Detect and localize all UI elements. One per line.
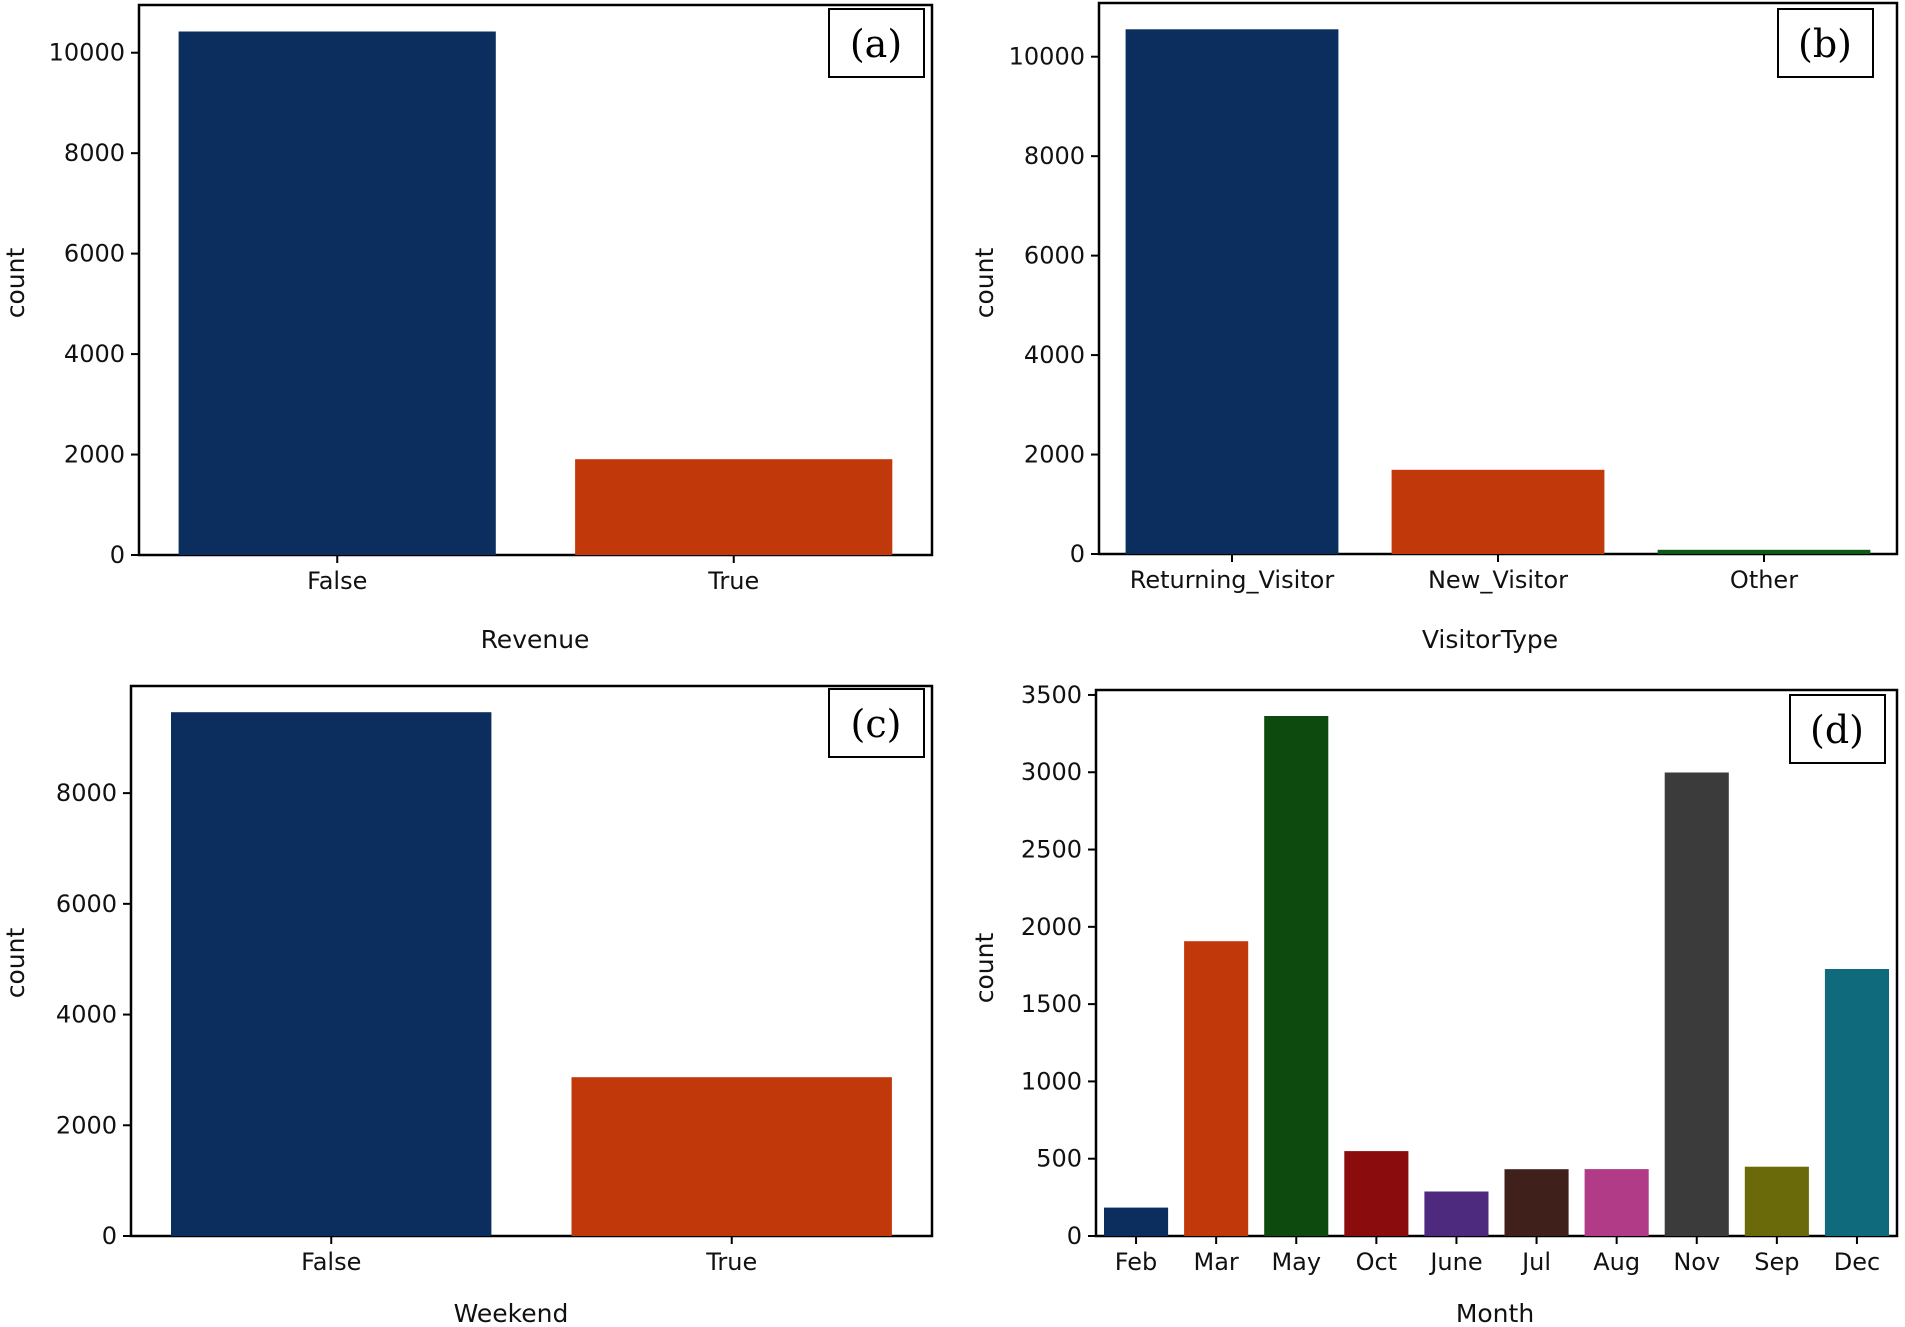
chart-panel-a: 0 2000 4000 6000 8000 10000 False True Revenue… [1,3,934,654]
chart-panel-c: 0 2000 4000 6000 8000 False True Weekend coun… [1,684,934,1327]
y-axis-ticks: 0 500 1000 1500 2000 2500 3000 3500 [1021,681,1096,1250]
y-axis-label: count [970,248,999,319]
y-tick-label: 1000 [1021,1067,1082,1095]
y-tick-label: 8000 [64,139,125,167]
x-tick-label: False [301,1248,361,1276]
x-tick-label: Feb [1115,1248,1158,1276]
y-axis-label: count [1,248,30,319]
y-tick-label: 0 [1067,1222,1082,1250]
x-tick-label: Nov [1673,1248,1720,1276]
y-axis-label: count [970,933,999,1004]
panel-label-box [1777,8,1874,78]
chart-panel-d: 0 500 1000 1500 2000 2500 3000 3500 Feb Mar May Oc… [970,681,1899,1327]
x-tick-label: New_Visitor [1428,566,1568,594]
x-tick-label: Other [1730,566,1798,594]
y-tick-label: 10000 [49,39,125,67]
y-tick-label: 4000 [56,1001,117,1029]
x-tick-label: True [705,1248,757,1276]
x-tick-label: Dec [1834,1248,1880,1276]
y-tick-label: 3000 [1021,758,1082,786]
y-axis-label: count [1,928,30,999]
bar-oct [1344,1151,1409,1236]
x-axis-ticks: False True [301,1236,757,1276]
y-tick-label: 0 [1070,540,1085,568]
bar-mar [1184,941,1249,1236]
x-tick-label: Mar [1194,1248,1239,1276]
x-tick-label: Aug [1593,1248,1640,1276]
panel-label-box [828,8,925,78]
x-tick-label: June [1428,1248,1482,1276]
bars-group [1104,716,1889,1236]
bars-group [178,31,893,555]
x-tick-label: True [707,567,759,595]
y-axis-ticks: 0 2000 4000 6000 8000 [56,779,131,1250]
y-tick-label: 2000 [1024,441,1085,469]
panel-label: (c) [851,702,902,746]
bar-false [171,712,492,1236]
bar-sep [1744,1166,1809,1236]
plot-area-frame [1094,688,1899,1238]
x-tick-label: Jul [1520,1248,1551,1276]
y-tick-label: 6000 [64,240,125,268]
y-tick-label: 8000 [56,779,117,807]
bar-feb [1104,1207,1169,1236]
plot-area-frame [137,3,934,557]
x-tick-label: Returning_Visitor [1130,566,1335,594]
y-tick-label: 3500 [1021,681,1082,709]
bar-dec [1824,969,1889,1236]
y-tick-label: 2000 [64,441,125,469]
chart-panel-b: 0 2000 4000 6000 8000 10000 Returning_Visitor… [970,1,1899,654]
y-tick-label: 6000 [56,890,117,918]
x-axis-ticks: False True [307,555,759,595]
x-axis-label: Month [1456,1299,1534,1327]
bar-june [1424,1191,1489,1236]
y-tick-label: 1500 [1021,990,1082,1018]
x-axis-ticks: Feb Mar May Oct June Jul Aug Nov Sep Dec [1115,1236,1880,1276]
bar-true [571,1077,892,1236]
y-axis-ticks: 0 2000 4000 6000 8000 10000 [1009,43,1099,568]
y-tick-label: 2500 [1021,836,1082,864]
bar-aug [1584,1169,1649,1236]
y-tick-label: 500 [1036,1145,1082,1173]
y-axis-ticks: 0 2000 4000 6000 8000 10000 [49,39,139,569]
panel-label: (a) [850,22,902,66]
x-tick-label: May [1271,1248,1321,1276]
bar-other [1657,549,1871,554]
panel-label-box [1789,694,1886,764]
panel-label: (d) [1810,708,1864,752]
y-tick-label: 8000 [1024,142,1085,170]
x-tick-label: False [307,567,367,595]
bar-returning-visitor [1125,29,1339,555]
bar-may [1264,716,1329,1236]
bar-new-visitor [1391,469,1605,554]
bar-false [178,31,496,555]
y-tick-label: 4000 [64,340,125,368]
bars-group [1125,29,1871,555]
bars-group [171,712,892,1236]
bar-nov [1664,772,1729,1236]
bar-jul [1504,1169,1569,1236]
bar-true [575,459,893,555]
y-tick-label: 2000 [56,1111,117,1139]
x-axis-label: Revenue [481,625,590,654]
y-tick-label: 2000 [1021,913,1082,941]
plot-area-frame [129,684,934,1238]
x-tick-label: Sep [1754,1248,1799,1276]
x-tick-label: Oct [1356,1248,1398,1276]
x-axis-label: Weekend [454,1299,569,1327]
y-tick-label: 0 [102,1222,117,1250]
y-tick-label: 6000 [1024,242,1085,270]
x-axis-ticks: Returning_Visitor New_Visitor Other [1130,554,1798,594]
panel-label-box [828,688,925,758]
y-tick-label: 0 [110,541,125,569]
panel-label: (b) [1798,22,1852,66]
y-tick-label: 10000 [1009,43,1085,71]
y-tick-label: 4000 [1024,341,1085,369]
x-axis-label: VisitorType [1422,625,1558,654]
